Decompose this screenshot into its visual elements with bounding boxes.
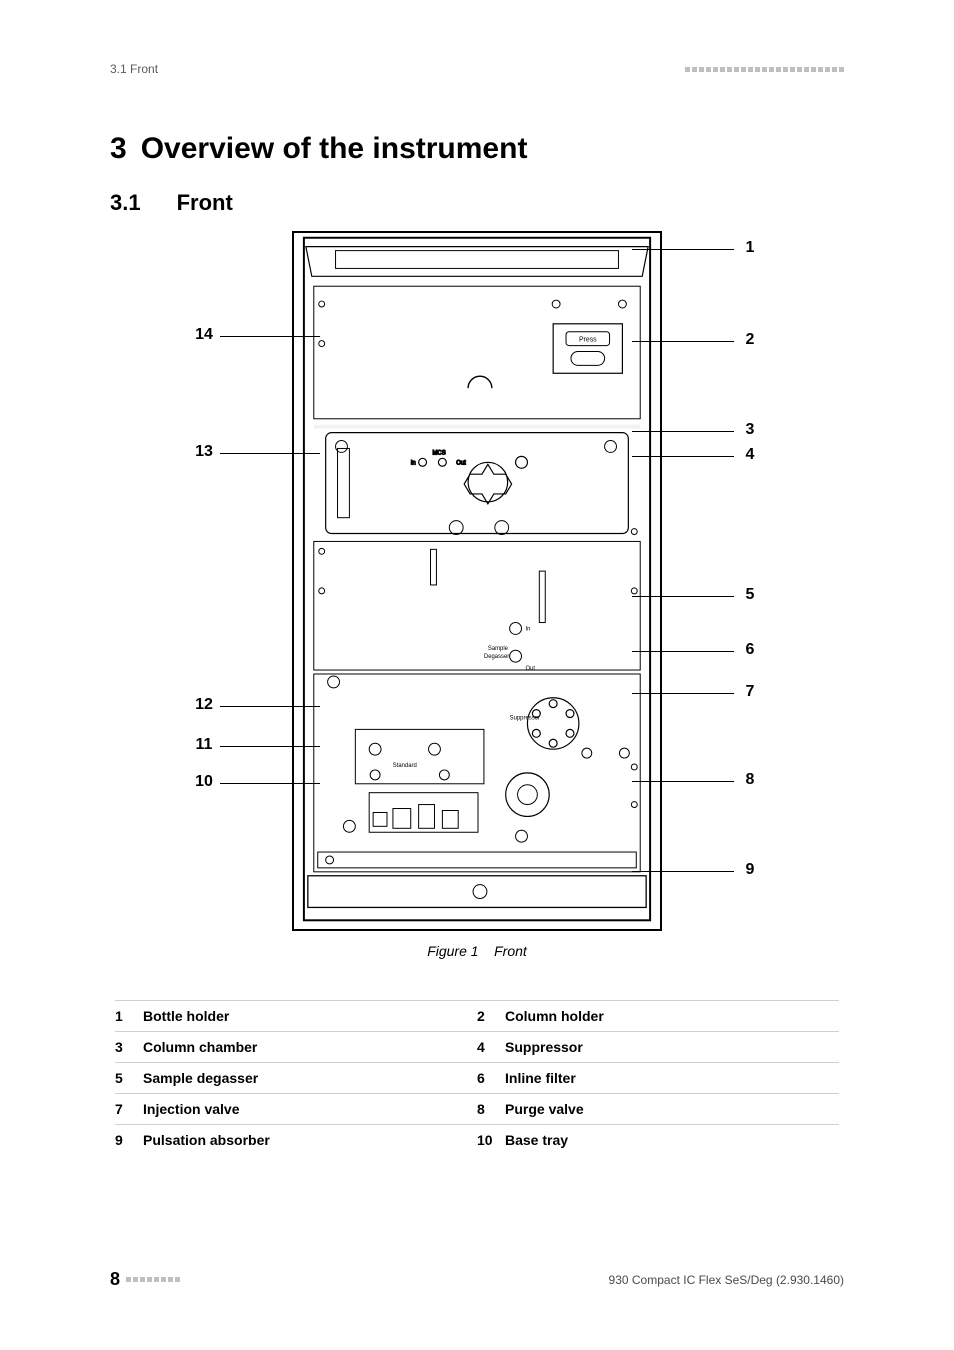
legend-cell: 6Inline filter: [477, 1062, 839, 1093]
legend-number: 8: [477, 1101, 505, 1117]
callout-number: 10: [194, 773, 214, 791]
legend-number: 3: [115, 1039, 143, 1055]
svg-text:Press: Press: [579, 337, 597, 344]
callout-number: 5: [740, 586, 760, 604]
legend-label: Column chamber: [143, 1039, 257, 1055]
chapter-heading: 3 Overview of the instrument: [110, 132, 527, 166]
callout-number: 13: [194, 443, 214, 461]
callout-leader: [632, 781, 734, 782]
legend-number: 10: [477, 1132, 505, 1148]
callout-number: 8: [740, 771, 760, 789]
legend-cell: 9Pulsation absorber: [115, 1124, 477, 1155]
legend-number: 9: [115, 1132, 143, 1148]
legend-number: 2: [477, 1008, 505, 1024]
callout-number: 9: [740, 861, 760, 879]
legend-row: 3Column chamber4Suppressor: [115, 1031, 839, 1062]
legend-label: Suppressor: [505, 1039, 583, 1055]
svg-text:Out: Out: [456, 460, 466, 466]
callout-number: 7: [740, 683, 760, 701]
figure-caption-prefix: Figure 1: [427, 943, 478, 959]
svg-text:Standard: Standard: [393, 763, 417, 769]
callout-leader: [220, 706, 320, 707]
svg-text:Suppressor: Suppressor: [510, 715, 540, 721]
legend-label: Base tray: [505, 1132, 568, 1148]
legend-label: Sample degasser: [143, 1070, 258, 1086]
svg-text:In: In: [411, 460, 416, 466]
section-title: Front: [177, 190, 233, 216]
header-section-ref: 3.1 Front: [110, 62, 158, 76]
figure-wrap: Press In Out MCS: [110, 225, 844, 945]
legend-cell: 10Base tray: [477, 1124, 839, 1155]
callout-leader: [632, 693, 734, 694]
chapter-title: Overview of the instrument: [141, 132, 528, 166]
callout-leader: [220, 336, 320, 337]
callout-number: 11: [194, 736, 214, 754]
callout-leader: [220, 746, 320, 747]
legend-row: 9Pulsation absorber10Base tray: [115, 1124, 839, 1155]
legend-number: 5: [115, 1070, 143, 1086]
callout-leader: [220, 453, 320, 454]
legend-label: Injection valve: [143, 1101, 239, 1117]
svg-text:Out: Out: [525, 666, 535, 672]
legend-number: 7: [115, 1101, 143, 1117]
legend-row: 5Sample degasser6Inline filter: [115, 1062, 839, 1093]
legend-number: 4: [477, 1039, 505, 1055]
callout-number: 1: [740, 239, 760, 257]
page-number: 8: [110, 1269, 120, 1290]
legend-row: 7Injection valve8Purge valve: [115, 1093, 839, 1124]
legend-table: 1Bottle holder2Column holder3Column cham…: [115, 1000, 839, 1155]
instrument-front-diagram: Press In Out MCS: [292, 231, 662, 931]
legend-row: 1Bottle holder2Column holder: [115, 1000, 839, 1031]
legend-number: 1: [115, 1008, 143, 1024]
legend-cell: 2Column holder: [477, 1000, 839, 1031]
legend-number: 6: [477, 1070, 505, 1086]
callout-number: 4: [740, 446, 760, 464]
callout-leader: [632, 249, 734, 250]
svg-text:MCS: MCS: [432, 450, 445, 456]
page-footer: 8 930 Compact IC Flex SeS/Deg (2.930.146…: [110, 1269, 844, 1290]
legend-label: Purge valve: [505, 1101, 584, 1117]
footer-decor-dots: [126, 1277, 180, 1282]
legend-label: Column holder: [505, 1008, 604, 1024]
legend-label: Inline filter: [505, 1070, 576, 1086]
legend-cell: 7Injection valve: [115, 1093, 477, 1124]
figure-caption-title: Front: [494, 943, 527, 959]
legend-cell: 4Suppressor: [477, 1031, 839, 1062]
callout-leader: [632, 431, 734, 432]
callout-leader: [220, 783, 320, 784]
callout-leader: [632, 871, 734, 872]
legend-label: Bottle holder: [143, 1008, 229, 1024]
callout-number: 14: [194, 326, 214, 344]
legend-cell: 5Sample degasser: [115, 1062, 477, 1093]
callout-number: 12: [194, 696, 214, 714]
callout-leader: [632, 596, 734, 597]
svg-text:Degasser: Degasser: [484, 654, 509, 660]
page-header: 3.1 Front: [110, 62, 844, 76]
callout-number: 3: [740, 421, 760, 439]
figure-caption: Figure 1 Front: [110, 943, 844, 959]
callout-leader: [632, 456, 734, 457]
chapter-number: 3: [110, 132, 127, 166]
header-decor-dots: [683, 67, 844, 72]
legend-cell: 3Column chamber: [115, 1031, 477, 1062]
legend-cell: 1Bottle holder: [115, 1000, 477, 1031]
svg-text:In: In: [525, 626, 530, 632]
callout-number: 6: [740, 641, 760, 659]
callout-number: 2: [740, 331, 760, 349]
callout-leader: [632, 341, 734, 342]
footer-doc-title: 930 Compact IC Flex SeS/Deg (2.930.1460): [609, 1273, 844, 1287]
section-number: 3.1: [110, 190, 141, 216]
section-heading: 3.1 Front: [110, 190, 233, 216]
legend-cell: 8Purge valve: [477, 1093, 839, 1124]
callout-leader: [632, 651, 734, 652]
legend-label: Pulsation absorber: [143, 1132, 270, 1148]
svg-text:Sample: Sample: [488, 646, 509, 652]
